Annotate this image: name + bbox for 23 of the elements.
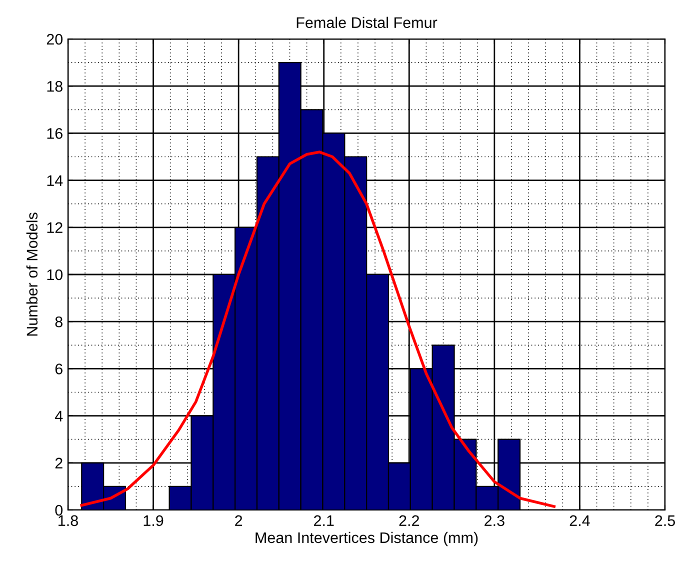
x-tick-label: 2.5 [655, 515, 675, 526]
y-tick-label: 16 [47, 128, 62, 139]
y-tick-label: 6 [55, 364, 62, 374]
x-tick-label: 2.1 [314, 515, 334, 526]
y-tick-label: 18 [47, 80, 62, 92]
x-tick-label: 2.2 [399, 515, 419, 526]
x-tick-label: 2.3 [484, 515, 504, 526]
y-tick-label: 0 [55, 504, 63, 516]
y-tick-label: 2 [55, 458, 62, 468]
x-tick-label: 2 [235, 515, 242, 526]
y-tick-label: 4 [54, 410, 63, 422]
y-tick-label: 20 [46, 34, 63, 45]
chart-title: Female Distal Femur [296, 16, 438, 28]
y-tick-label: 14 [47, 175, 63, 186]
y-axis-title: Number of Models [26, 212, 38, 336]
y-tick-label: 8 [55, 316, 62, 328]
x-tick-label: 2.4 [570, 515, 590, 526]
y-tick-label: 10 [47, 269, 63, 280]
line-series [80, 150, 556, 508]
x-tick-label: 1.9 [144, 515, 164, 526]
x-tick-label: 1.8 [58, 515, 78, 526]
y-tick-label: 12 [47, 222, 62, 233]
x-axis-title: Mean Intevertices Distance (mm) [256, 532, 478, 546]
